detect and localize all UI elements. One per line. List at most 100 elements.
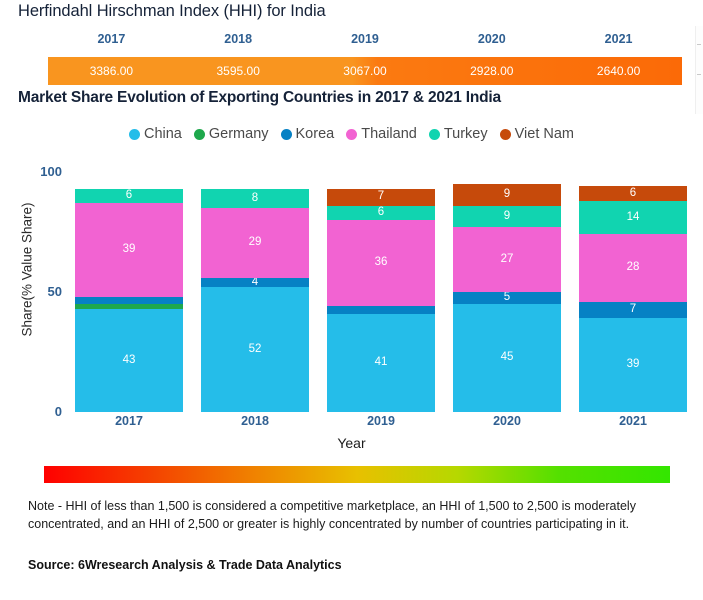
bar-segment-turkey[interactable]: 9 <box>453 205 561 228</box>
legend-item-viet-nam[interactable]: Viet Nam <box>499 126 574 142</box>
hhi-value-2021: 2640.00 <box>596 64 641 78</box>
legend-swatch-icon <box>128 128 140 140</box>
bar-segment-value: 7 <box>377 190 385 203</box>
bar-segment-viet-nam[interactable]: 6 <box>579 186 687 201</box>
x-tick-2019: 2019 <box>367 414 395 428</box>
x-tick-2018: 2018 <box>241 414 269 428</box>
bar-segment-value: 7 <box>629 303 637 316</box>
bar-segment-value: 39 <box>626 358 640 371</box>
legend-swatch-icon <box>499 128 511 140</box>
bar-segment-korea[interactable]: 5 <box>453 292 561 304</box>
bar-segment-value: 5 <box>503 292 511 304</box>
hhi-year-header-row: 2017 2018 2019 2020 2021 <box>48 32 682 52</box>
bar-segment-thailand[interactable]: 29 <box>201 208 309 278</box>
bar-segment-thailand[interactable]: 39 <box>75 203 183 297</box>
hhi-year-2020: 2020 <box>477 32 506 46</box>
right-edge-cutoff <box>695 26 703 114</box>
hhi-year-2019: 2019 <box>351 32 379 46</box>
bar-segment-china[interactable]: 52 <box>201 287 309 412</box>
y-tick-0: 0 <box>54 404 62 419</box>
legend-swatch-icon <box>346 128 358 140</box>
x-tick-2021: 2021 <box>619 414 647 428</box>
bar-segment-value: 8 <box>251 191 259 204</box>
bar-segment-korea[interactable]: 7 <box>579 301 687 319</box>
bar-slot-2020: 45 5 27 9 9 <box>444 172 570 412</box>
legend-item-korea[interactable]: Korea <box>280 126 335 142</box>
hhi-year-2021: 2021 <box>604 32 633 46</box>
bar-slot-2021: 39 7 28 14 6 <box>570 172 696 412</box>
legend-item-germany[interactable]: Germany <box>193 126 269 142</box>
plot-area: Share(% Value Share) 100 50 0 43 39 6 52 4 29… <box>0 152 703 432</box>
bar-segment-thailand[interactable]: 36 <box>327 220 435 307</box>
hhi-value-2018: 3595.00 <box>216 64 260 78</box>
bar-segment-china[interactable]: 45 <box>453 304 561 412</box>
bar-segment-value: 6 <box>125 189 133 202</box>
bar-segment-value: 43 <box>122 353 136 366</box>
bar-segment-korea[interactable]: 4 <box>201 277 309 288</box>
bar-segment-value: 6 <box>377 206 385 219</box>
note-text: Note - HHI of less than 1,500 is conside… <box>28 499 636 532</box>
bar-segment-germany[interactable] <box>75 304 183 309</box>
x-tick-2017: 2017 <box>115 414 143 428</box>
legend-item-thailand[interactable]: Thailand <box>346 126 417 142</box>
bar-segment-turkey[interactable]: 8 <box>201 188 309 209</box>
bar-segment-turkey[interactable]: 6 <box>327 205 435 221</box>
bar-segment-value: 39 <box>122 243 136 256</box>
bar-segment-korea[interactable] <box>327 306 435 314</box>
bar-segment-value: 14 <box>626 210 640 223</box>
legend-item-label: Korea <box>295 126 335 142</box>
source-text: Source: 6Wresearch Analysis & Trade Data… <box>28 558 342 572</box>
bar-segment-value: 6 <box>629 186 637 199</box>
bar-segment-turkey[interactable]: 6 <box>75 188 183 204</box>
hhi-value-bar: 3386.00 3595.00 3067.00 2928.00 2640.00 <box>48 57 682 85</box>
bar-segment-korea[interactable] <box>75 296 183 305</box>
chart-title: Market Share Evolution of Exporting Coun… <box>18 89 501 106</box>
stacked-bars: 43 39 6 52 4 29 8 41 36 6 7 45 5 27 9 9 39 7 28 14 6 <box>66 172 696 412</box>
bar-segment-viet-nam[interactable]: 9 <box>453 184 561 206</box>
bar-segment-china[interactable]: 41 <box>327 313 435 412</box>
x-axis-ticks: 2017 2018 2019 2020 2021 <box>66 414 696 428</box>
y-tick-100: 100 <box>40 164 62 179</box>
stacked-bar-2021[interactable]: 39 7 28 14 6 <box>579 186 687 412</box>
bar-segment-china[interactable]: 43 <box>75 308 183 412</box>
hhi-title: Herfindahl Hirschman Index (HHI) for Ind… <box>18 2 326 20</box>
legend-swatch-icon <box>428 128 440 140</box>
legend-item-turkey[interactable]: Turkey <box>428 126 488 142</box>
bar-segment-viet-nam[interactable]: 7 <box>327 188 435 206</box>
bar-segment-value: 41 <box>374 356 388 369</box>
hhi-value-2020: 2928.00 <box>470 64 514 78</box>
bar-segment-thailand[interactable]: 28 <box>579 234 687 302</box>
legend-item-label: Thailand <box>361 126 417 142</box>
y-tick-50: 50 <box>47 284 62 299</box>
hhi-year-2017: 2017 <box>97 32 126 46</box>
bar-slot-2018: 52 4 29 8 <box>192 172 318 412</box>
bar-segment-value: 4 <box>251 277 259 288</box>
bar-segment-value: 9 <box>503 188 511 201</box>
legend-item-china[interactable]: China <box>128 126 182 142</box>
bar-segment-value: 27 <box>500 252 514 265</box>
chart-legend: China Germany Korea Thailand Turkey Viet Nam <box>0 126 703 142</box>
hhi-value-2019: 3067.00 <box>343 64 387 78</box>
bar-segment-value: 29 <box>248 236 262 249</box>
bar-segment-value: 9 <box>503 209 511 222</box>
bar-segment-value: 52 <box>248 342 262 355</box>
legend-item-label: China <box>143 126 182 142</box>
stacked-bar-2017[interactable]: 43 39 6 <box>75 188 183 412</box>
bar-segment-thailand[interactable]: 27 <box>453 227 561 292</box>
bar-segment-value: 28 <box>626 261 640 274</box>
edge-tick-lower <box>697 74 701 75</box>
bar-segment-value: 36 <box>374 256 388 269</box>
stacked-bar-2020[interactable]: 45 5 27 9 9 <box>453 184 561 412</box>
y-axis-ticks: 100 50 0 <box>0 152 62 432</box>
bar-segment-china[interactable]: 39 <box>579 318 687 412</box>
stacked-bar-2019[interactable]: 41 36 6 7 <box>327 188 435 412</box>
bar-slot-2017: 43 39 6 <box>66 172 192 412</box>
legend-swatch-icon <box>280 128 292 140</box>
hhi-scale-gradient-bar <box>44 466 670 483</box>
hhi-year-2018: 2018 <box>224 32 253 46</box>
bar-segment-turkey[interactable]: 14 <box>579 200 687 235</box>
legend-item-label: Germany <box>208 126 269 142</box>
stacked-bar-2018[interactable]: 52 4 29 8 <box>201 188 309 412</box>
edge-tick-upper <box>697 44 701 45</box>
legend-swatch-icon <box>193 128 205 140</box>
